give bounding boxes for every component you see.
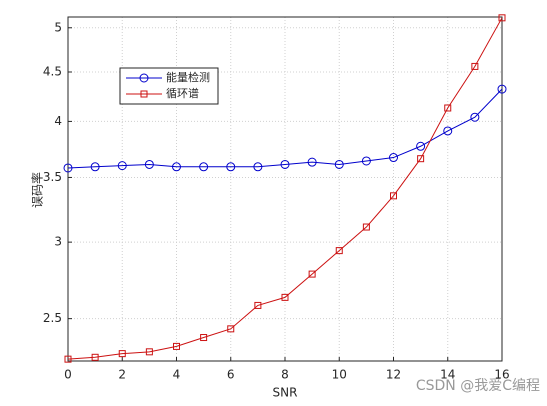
data-point	[362, 223, 370, 231]
data-point	[90, 162, 100, 172]
data-point	[307, 157, 317, 167]
data-point	[254, 301, 262, 309]
data-point	[227, 325, 235, 333]
x-tick-label: 4	[173, 368, 181, 382]
data-point	[390, 192, 397, 200]
x-tick-label: 12	[386, 368, 401, 382]
data-point	[281, 293, 289, 301]
data-point	[144, 159, 154, 169]
data-point	[63, 163, 73, 173]
data-point	[470, 112, 480, 122]
data-point	[443, 126, 453, 136]
data-point	[498, 14, 506, 22]
series-line	[67, 17, 503, 360]
y-tick-label: 3.5	[43, 170, 62, 184]
data-point	[118, 350, 126, 358]
legend-label: 循环谱	[166, 86, 199, 100]
y-tick-label: 4.5	[43, 64, 62, 78]
y-axis-label: 误码率	[30, 172, 45, 208]
x-tick-label: 2	[118, 368, 126, 382]
x-axis-label: SNR	[273, 386, 298, 400]
data-point	[64, 355, 72, 363]
data-point	[471, 62, 479, 70]
data-point	[416, 141, 426, 151]
x-tick-label: 8	[281, 368, 289, 382]
plot-frame	[67, 16, 503, 362]
data-point	[226, 162, 236, 172]
watermark: CSDN @我爱C编程	[416, 378, 540, 394]
data-point	[117, 161, 127, 171]
x-tick-label: 0	[64, 368, 72, 382]
legend-box	[119, 67, 219, 105]
data-point	[444, 104, 452, 112]
data-point	[145, 348, 153, 356]
data-point	[280, 159, 290, 169]
x-tick-label: 10	[332, 368, 347, 382]
data-point	[497, 84, 507, 94]
data-point	[389, 153, 398, 163]
data-point	[200, 334, 208, 342]
data-point	[334, 159, 344, 169]
data-point	[173, 342, 180, 350]
x-tick-label: 16	[494, 368, 509, 382]
data-point	[308, 270, 316, 278]
data-point	[199, 162, 209, 172]
legend-marker	[140, 90, 148, 98]
legend-marker	[139, 73, 149, 83]
legend-label: 能量检测	[166, 70, 210, 84]
x-tick-label: 6	[227, 368, 235, 382]
data-point	[253, 162, 263, 172]
x-tick-label: 14	[440, 368, 455, 382]
data-point	[91, 353, 99, 361]
y-tick-label: 2.5	[43, 311, 62, 325]
data-point	[335, 247, 343, 255]
data-point	[417, 155, 425, 163]
y-tick-label: 4	[54, 114, 62, 128]
y-tick-label: 5	[54, 20, 62, 34]
data-point	[361, 156, 371, 166]
data-point	[172, 162, 181, 172]
y-tick-label: 3	[54, 235, 62, 249]
